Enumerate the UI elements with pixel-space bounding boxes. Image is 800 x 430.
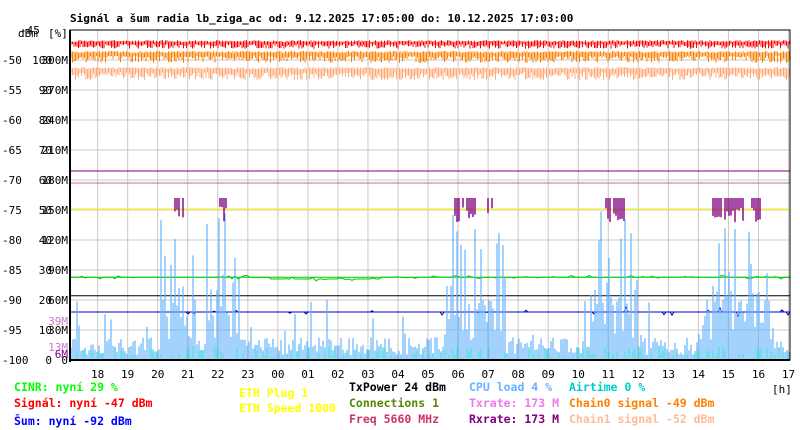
legend-signal: Signál: nyní -47 dBm bbox=[14, 396, 153, 410]
y-tick-rate-colored: 13M bbox=[48, 341, 68, 354]
x-tick-label: 02 bbox=[331, 368, 344, 381]
y-tick-pct: 100 bbox=[32, 54, 52, 67]
reference-lines bbox=[70, 170, 790, 313]
y-tick-rate: 240M bbox=[42, 114, 69, 127]
y-tick-rate: 120M bbox=[42, 234, 69, 247]
x-tick-label: 17 bbox=[782, 368, 795, 381]
legend-eth-speed: ETH Speed 1000 bbox=[239, 401, 336, 415]
y-tick-dbm: -85 bbox=[2, 264, 22, 277]
y-tick-pct: 0 bbox=[45, 354, 52, 367]
legend-txpower: TxPower 24 dBm bbox=[349, 380, 446, 394]
y-tick-rate: 30M bbox=[48, 324, 68, 337]
chart-series bbox=[70, 40, 791, 360]
y-tick-dbm: -80 bbox=[2, 234, 22, 247]
x-tick-label: 15 bbox=[722, 368, 735, 381]
y-tick-dbm: -45 bbox=[20, 24, 40, 37]
x-tick-label: 18 bbox=[91, 368, 104, 381]
series-noise bbox=[70, 306, 791, 318]
legend-cpu-load: CPU load 4 % bbox=[469, 380, 553, 394]
y-tick-pct: 20 bbox=[39, 294, 52, 307]
x-tick-label: 06 bbox=[451, 368, 464, 381]
y-tick-rate: 60M bbox=[48, 294, 68, 307]
x-tick-label: 09 bbox=[542, 368, 555, 381]
y-tick-dbm: -75 bbox=[2, 204, 22, 217]
y-tick-dbm: -55 bbox=[2, 84, 22, 97]
legend-connections: Connections 1 bbox=[349, 396, 440, 410]
y-tick-rate: 180M bbox=[42, 174, 69, 187]
y-tick-pct: 40 bbox=[39, 234, 52, 247]
y-tick-pct: 80 bbox=[39, 114, 52, 127]
y-tick-rate-colored: 39M bbox=[48, 315, 68, 328]
y-tick-rate: 210M bbox=[42, 144, 69, 157]
x-tick-label: 11 bbox=[602, 368, 615, 381]
legend-cinr: CINR: nyní 29 % bbox=[14, 380, 118, 394]
y-tick-rate: 270M bbox=[42, 84, 69, 97]
legend-txrate: Txrate: 173 M bbox=[469, 396, 560, 410]
y-unit-pct: [%] bbox=[48, 27, 68, 40]
y-tick-dbm: -50 bbox=[2, 54, 22, 67]
series-cinr bbox=[70, 274, 790, 282]
chart-title: Signál a šum radia lb_ziga_ac od: 9.12.2… bbox=[70, 12, 573, 25]
y-tick-pct: 90 bbox=[39, 84, 52, 97]
y-tick-dbm: -70 bbox=[2, 174, 22, 187]
legend-freq: Freq 5660 MHz bbox=[349, 412, 440, 426]
x-tick-label: 22 bbox=[211, 368, 224, 381]
y-tick-dbm: -95 bbox=[2, 324, 22, 337]
x-tick-label: 12 bbox=[632, 368, 645, 381]
x-tick-labels: 18 19 20 21 22 23 00 01 02 03 04 05 06 07 08 09 10 11 12 13… bbox=[91, 368, 795, 381]
x-unit: [h] bbox=[772, 383, 792, 396]
y-tick-pct: 30 bbox=[39, 264, 52, 277]
legend-eth-plug: ETH Plug 1 bbox=[239, 386, 309, 400]
y-tick-rate-colored: 6M bbox=[55, 348, 69, 361]
y-unit-dbm: dBm bbox=[18, 27, 38, 40]
x-tick-label: 13 bbox=[662, 368, 675, 381]
legend-chain0: Chain0 signal -49 dBm bbox=[569, 396, 715, 410]
x-tick-label: 07 bbox=[481, 368, 494, 381]
x-tick-label: 10 bbox=[572, 368, 585, 381]
y-tick-dbm: -90 bbox=[2, 294, 22, 307]
y-tick-pct: 70 bbox=[39, 144, 52, 157]
y-tick-pct: 60 bbox=[39, 174, 52, 187]
legend-airtime: Airtime 0 % bbox=[569, 380, 646, 394]
x-tick-label: 05 bbox=[421, 368, 434, 381]
y-tick-pct: 50 bbox=[39, 204, 52, 217]
chart-axes bbox=[69, 29, 791, 362]
legend-noise: Šum: nyní -92 dBm bbox=[14, 414, 132, 428]
x-tick-label: 14 bbox=[692, 368, 706, 381]
x-tick-label: 19 bbox=[121, 368, 134, 381]
x-tick-label: 03 bbox=[361, 368, 374, 381]
legend-chain1: Chain1 signal -52 dBm bbox=[569, 412, 715, 426]
x-tick-label: 04 bbox=[391, 368, 405, 381]
y-tick-dbm: -60 bbox=[2, 114, 22, 127]
x-tick-label: 21 bbox=[181, 368, 194, 381]
x-tick-label: 23 bbox=[241, 368, 254, 381]
x-tick-label: 20 bbox=[151, 368, 164, 381]
x-tick-label: 00 bbox=[271, 368, 284, 381]
x-tick-label: 01 bbox=[301, 368, 314, 381]
x-tick-label: 16 bbox=[752, 368, 765, 381]
y-tick-rate: 90M bbox=[48, 264, 68, 277]
y-tick-pct: 10 bbox=[39, 324, 52, 337]
y-tick-rate: 150M bbox=[42, 204, 69, 217]
x-tick-label: 08 bbox=[512, 368, 525, 381]
legend-rxrate: Rxrate: 173 M bbox=[469, 412, 560, 426]
y-tick-rate: 300M bbox=[42, 54, 69, 67]
y-tick-rate: 0 bbox=[61, 354, 68, 367]
y-tick-dbm: -100 bbox=[2, 354, 29, 367]
y-tick-dbm: -65 bbox=[2, 144, 22, 157]
